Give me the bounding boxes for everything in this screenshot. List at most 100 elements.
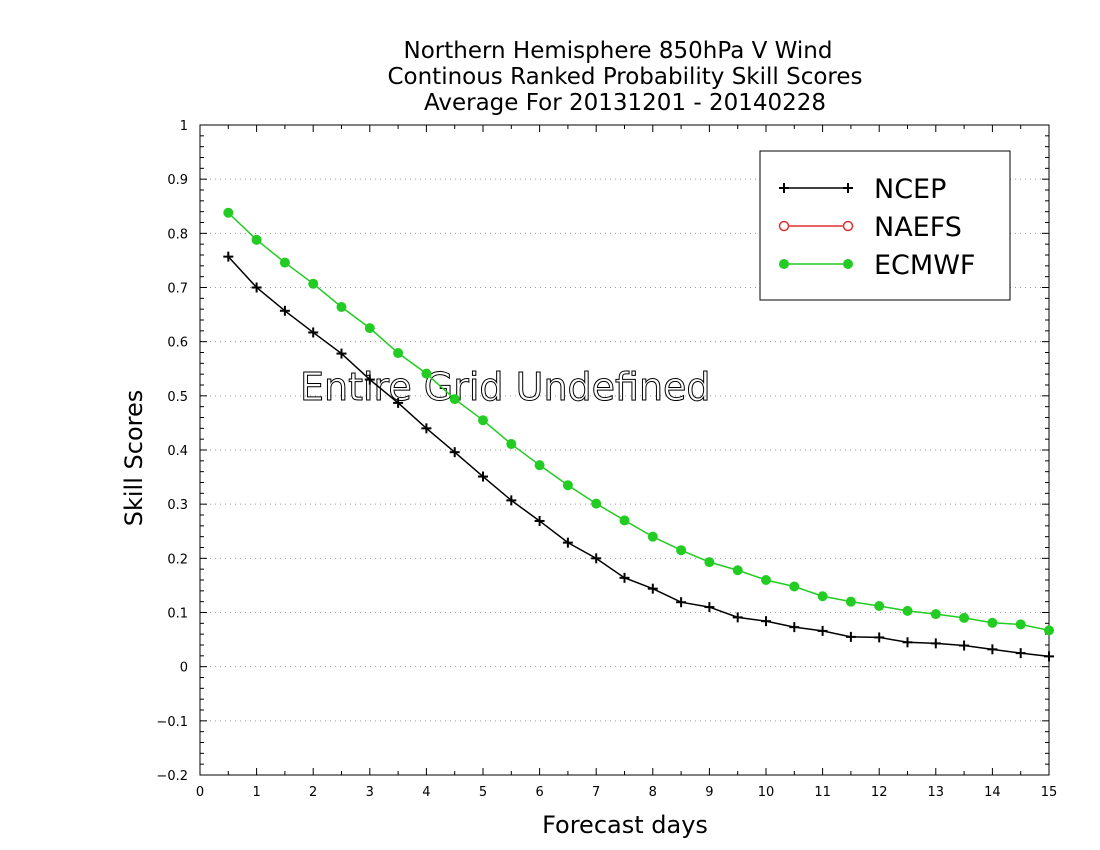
- y-tick-labels: −0.2 −0.1 0 0.1 0.2 0.3 0.4 0.5 0.6 0.7 0.8 0.9 1: [156, 119, 188, 784]
- data-point-ncep: [251, 282, 262, 293]
- y-tick-label: 0.7: [167, 282, 188, 297]
- y-axis-label: Skill Scores: [120, 390, 148, 527]
- y-tick-label: 0.3: [167, 498, 188, 513]
- x-tick-label: 12: [871, 785, 888, 800]
- data-point-ncep: [478, 471, 488, 482]
- chart-title: Northern Hemisphere 850hPa V Wind Contin…: [387, 38, 862, 116]
- data-point-ecmwf: [902, 605, 913, 616]
- data-point-ecmwf: [449, 394, 460, 405]
- y-tick-label: 0.6: [167, 336, 188, 351]
- data-point-ncep: [930, 638, 941, 649]
- x-tick-label: 1: [252, 785, 260, 800]
- data-point-ecmwf: [421, 368, 432, 379]
- x-tick-labels: 0 1 2 3 4 5 6 7 8 9 10 11 12 13 14 15: [196, 785, 1057, 800]
- y-tick-label: 0.1: [167, 607, 188, 622]
- legend: NCEP NAEFS ECMWF: [759, 150, 1011, 301]
- data-point-ncep: [732, 612, 743, 623]
- data-point-ncep: [789, 622, 800, 633]
- data-point-ncep: [393, 397, 404, 408]
- title-line-1: Northern Hemisphere 850hPa V Wind: [404, 38, 833, 64]
- legend-item-ecmwf: ECMWF: [779, 250, 975, 281]
- data-point-ncep: [336, 348, 347, 359]
- title-line-2: Continous Ranked Probability Skill Score…: [387, 64, 862, 90]
- data-point-ecmwf: [279, 257, 290, 268]
- x-tick-label: 5: [479, 785, 487, 800]
- data-point-ncep: [845, 631, 856, 642]
- data-point-ecmwf: [1015, 619, 1026, 630]
- data-point-ecmwf: [562, 480, 573, 491]
- data-point-ncep: [1044, 651, 1054, 662]
- data-point-ecmwf: [393, 348, 404, 359]
- y-tick-label: 0.4: [167, 444, 188, 459]
- data-point-ncep: [223, 251, 234, 262]
- x-tick-label: 14: [984, 785, 1001, 800]
- data-point-ecmwf: [251, 234, 262, 245]
- legend-label-ecmwf: ECMWF: [874, 250, 975, 281]
- legend-marker-ecmwf: [843, 259, 853, 269]
- data-point-ncep: [534, 515, 545, 526]
- x-tick-label: 4: [422, 785, 430, 800]
- data-point-ecmwf: [959, 612, 970, 623]
- data-point-ecmwf: [336, 302, 347, 312]
- annotation-text: Entire Grid Undefined: [300, 365, 711, 409]
- legend-marker-ecmwf: [779, 259, 789, 269]
- data-point-ncep: [562, 537, 573, 548]
- series-ecmwf: [223, 207, 1054, 636]
- y-tick-label: 1: [180, 119, 188, 134]
- data-point-ncep: [987, 644, 998, 655]
- data-point-ecmwf: [874, 601, 885, 611]
- data-point-ncep: [902, 637, 913, 648]
- data-point-ncep: [874, 632, 885, 643]
- data-point-ncep: [1015, 648, 1026, 659]
- data-point-ncep: [647, 583, 658, 594]
- x-tick-label: 0: [196, 785, 204, 800]
- data-point-ecmwf: [930, 609, 941, 620]
- data-point-ecmwf: [364, 323, 375, 334]
- data-point-ecmwf: [534, 460, 545, 471]
- x-tick-label: 15: [1041, 785, 1058, 800]
- legend-marker-naefs: [842, 220, 854, 232]
- x-tick-label: 8: [649, 785, 657, 800]
- x-axis-label: Forecast days: [542, 811, 708, 839]
- y-tick-label: 0.2: [167, 552, 188, 567]
- series-line-ncep: [227, 256, 1050, 658]
- y-tick-label: −0.2: [156, 769, 188, 784]
- series-lines: [223, 207, 1054, 662]
- data-point-ecmwf: [987, 617, 998, 628]
- data-point-ecmwf: [308, 278, 319, 289]
- legend-label-ncep: NCEP: [874, 174, 946, 205]
- legend-item-ncep: NCEP: [779, 174, 946, 205]
- y-tick-label: 0.5: [167, 390, 188, 405]
- data-point-ncep: [676, 597, 687, 608]
- legend-marker-ncep: [843, 183, 853, 193]
- data-point-ncep: [421, 423, 432, 434]
- data-point-ecmwf: [676, 545, 687, 556]
- data-point-ecmwf: [647, 531, 658, 542]
- data-point-ncep: [959, 640, 970, 651]
- x-tick-label: 6: [535, 785, 543, 800]
- data-point-ecmwf: [619, 515, 630, 526]
- y-tick-label: −0.1: [156, 715, 188, 730]
- axis-ticks: [199, 124, 1050, 776]
- data-point-ncep: [308, 327, 319, 338]
- legend-label-naefs: NAEFS: [874, 212, 962, 243]
- data-point-ecmwf: [704, 557, 715, 568]
- legend-marker-ncep: [779, 183, 789, 193]
- data-point-ncep: [761, 616, 771, 627]
- x-tick-label: 2: [309, 785, 317, 800]
- data-point-ncep: [817, 625, 828, 636]
- data-point-ncep: [619, 572, 630, 583]
- x-tick-label: 7: [592, 785, 600, 800]
- data-point-ecmwf: [223, 207, 234, 218]
- data-point-ecmwf: [591, 498, 602, 509]
- legend-item-naefs: NAEFS: [778, 212, 962, 243]
- legend-marker-naefs: [778, 220, 790, 232]
- data-point-ncep: [364, 374, 375, 385]
- data-point-ncep: [704, 602, 715, 613]
- data-point-ncep: [279, 305, 290, 316]
- series-ncep: [223, 251, 1054, 662]
- title-line-3: Average For 20131201 - 20140228: [424, 90, 826, 116]
- x-tick-label: 13: [928, 785, 945, 800]
- data-point-ecmwf: [845, 596, 856, 607]
